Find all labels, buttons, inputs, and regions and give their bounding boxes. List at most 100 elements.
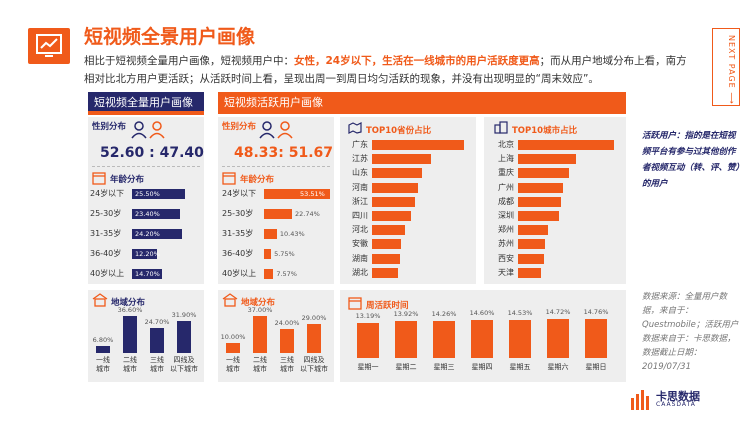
age-category-label: 40岁以上 [90, 269, 125, 278]
age-bar [132, 229, 182, 239]
age-bar-value: 10.43% [279, 230, 305, 238]
region-bar-value: 36.60% [117, 306, 143, 315]
top10-category-label: 湖南 [352, 253, 368, 263]
top10-category-label: 苏州 [498, 239, 514, 249]
full-gender-ratio: 52.60 : 47.40 [100, 145, 204, 161]
top10-bar [372, 182, 418, 193]
top10-bar [518, 267, 542, 278]
top10-category-label: 西安 [498, 253, 514, 263]
city-building-icon [494, 121, 508, 134]
region-bar [226, 343, 240, 353]
age-bar [132, 189, 185, 199]
active-age-label: 年龄分布 [240, 175, 275, 185]
calendar-icon [92, 172, 106, 185]
weekly-category-label: 星期五 [509, 363, 531, 371]
top10-category-label: 北京 [498, 140, 514, 149]
top10-bar [518, 168, 569, 179]
calendar-icon [222, 172, 236, 185]
city-label: TOP10城市占比 [512, 126, 578, 136]
age-bar-value: 5.75% [274, 250, 295, 258]
age-bar-value: 7.57% [276, 270, 297, 278]
top10-category-label: 浙江 [352, 196, 368, 206]
region-category-label: 三线 城市 [150, 356, 164, 373]
weekly-bar [357, 323, 379, 358]
region-category-label: 三线 城市 [280, 356, 294, 373]
weekly-bar [395, 321, 417, 358]
weekly-bar [471, 319, 493, 358]
next-page-button[interactable]: NEXT PAGE ⟶ [712, 28, 740, 106]
top10-bar [372, 196, 416, 207]
intro-text: 相比于短视频全量用户画像，短视频用户中：女性，24岁以下，生活在一线城市的用户活… [84, 55, 687, 85]
top10-bar [372, 211, 412, 221]
age-category-label: 31-35岁 [90, 229, 122, 238]
age-bar-value: 25.50% [135, 190, 160, 198]
active-age-panel [218, 117, 334, 284]
top10-bar [372, 225, 405, 236]
age-bar [132, 209, 181, 219]
age-category-label: 40岁以上 [222, 269, 257, 278]
top10-bar [372, 154, 432, 165]
top10-category-label: 河北 [352, 225, 368, 235]
age-bar [264, 209, 293, 219]
weekly-category-label: 星期一 [357, 363, 379, 371]
top10-category-label: 江苏 [352, 154, 368, 164]
region-bar-value: 31.90% [171, 311, 197, 320]
divider [222, 166, 330, 167]
age-bar-value: 14.70% [135, 270, 160, 278]
region-category-label: 一线 城市 [226, 356, 240, 373]
age-bar [264, 229, 277, 239]
top10-category-label: 河南 [352, 182, 368, 192]
top10-category-label: 天津 [498, 267, 514, 277]
full-age-label: 年龄分布 [110, 175, 145, 185]
region-bar [123, 316, 137, 353]
top10-category-label: 成都 [498, 196, 514, 206]
age-category-label: 31-35岁 [222, 229, 254, 238]
age-category-label: 36-40岁 [90, 249, 122, 258]
top10-category-label: 山东 [352, 168, 368, 178]
top10-category-label: 广州 [498, 182, 514, 192]
top10-bar [372, 140, 464, 150]
region-bar-value: 6.80% [92, 336, 114, 345]
age-category-label: 25-30岁 [222, 209, 254, 218]
active-gender-label: 性别分布 [222, 122, 257, 132]
weekly-category-label: 星期二 [395, 363, 417, 371]
page-title: 短视频全景用户画像 [84, 26, 256, 48]
top10-category-label: 四川 [352, 211, 368, 220]
region-bar-value: 24.70% [144, 318, 170, 327]
region-category-label: 一线 城市 [96, 356, 110, 373]
age-bar [132, 249, 158, 259]
top10-bar [372, 267, 399, 278]
weekly-bar-value: 13.19% [355, 312, 381, 321]
weekly-category-label: 星期四 [471, 363, 493, 371]
age-bar [264, 189, 330, 199]
region-bar-value: 24.00% [274, 319, 300, 327]
top10-category-label: 广东 [352, 140, 368, 149]
active-user-definition: 活跃用户：指的是在短视频平台有参与过其他创作者视频互动（转、评、赞）的用户 [642, 131, 740, 189]
age-bar-value: 12.20% [135, 250, 160, 258]
province-label: TOP10省份占比 [366, 126, 432, 136]
age-bar [132, 269, 163, 279]
top10-category-label: 郑州 [498, 225, 514, 235]
age-bar [264, 249, 272, 259]
top10-category-label: 安徽 [352, 239, 368, 249]
top10-bar [518, 182, 564, 193]
weekly-bar [433, 320, 455, 358]
title-chart-icon [28, 28, 70, 64]
age-category-label: 36-40岁 [222, 249, 254, 258]
full-region-label: 地域分布 [111, 298, 146, 308]
age-bar-value: 23.40% [135, 210, 160, 218]
top10-category-label: 湖北 [352, 267, 368, 277]
weekly-bar [585, 319, 607, 358]
data-source-note: 数据来源：全量用户数据，来自于：Questmobile；活跃用户数据来自于：卡思… [642, 292, 739, 372]
weekly-bar [547, 319, 569, 358]
full-header-strip [88, 111, 204, 115]
building-icon [92, 293, 108, 307]
top10-bar [372, 253, 400, 264]
gender-users-icon [131, 121, 165, 139]
active-gender-ratio: 48.33: 51.67 [234, 145, 334, 161]
age-bar-value: 22.74% [295, 210, 320, 218]
region-bar [280, 329, 294, 353]
divider [92, 166, 200, 167]
weekly-bar-value: 13.92% [393, 310, 419, 319]
top10-bar [518, 211, 560, 221]
